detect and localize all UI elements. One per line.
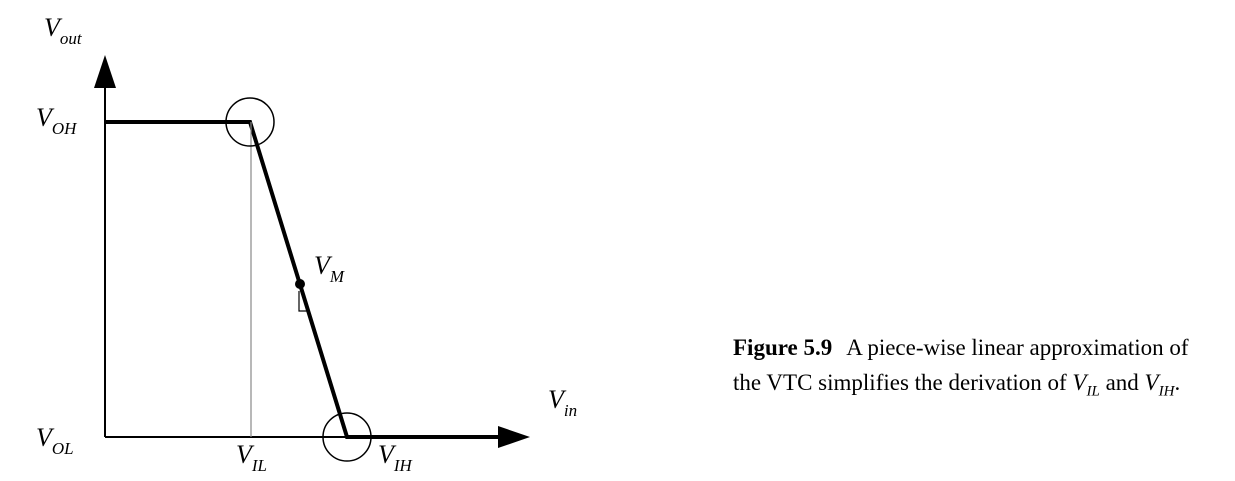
vil-circle <box>225 97 275 147</box>
slope-marker <box>298 291 307 312</box>
y-arrow <box>94 55 116 88</box>
label: Vin <box>548 385 577 420</box>
label-main: V <box>378 440 397 469</box>
label-sub: IH <box>393 456 414 475</box>
label: VIL <box>236 440 267 475</box>
symbol-main: V <box>1072 370 1087 395</box>
label-main: V <box>548 385 567 414</box>
symbol-main: V <box>1144 370 1159 395</box>
label-main: V <box>236 440 255 469</box>
label-sub: in <box>564 401 577 420</box>
caption-text: and <box>1105 370 1139 395</box>
caption-symbol: VIH <box>1144 370 1175 400</box>
label-sub: OH <box>52 119 78 138</box>
label-main: V <box>314 251 333 280</box>
caption-text: . <box>1174 370 1181 395</box>
label-main: V <box>44 13 63 42</box>
vtc-curve <box>105 120 500 439</box>
vm-point <box>295 279 305 289</box>
caption-number: Figure 5.9 <box>733 335 833 360</box>
label-main: V <box>36 423 55 452</box>
symbol-sub: IH <box>1158 383 1175 400</box>
label-sub: IL <box>251 456 267 475</box>
label: Vout <box>44 13 83 48</box>
label-sub: OL <box>52 439 74 458</box>
vih-circle <box>322 412 372 462</box>
label: VOL <box>36 423 74 458</box>
x-arrow <box>498 426 530 448</box>
label: VOH <box>36 103 78 138</box>
caption-text: A piece-wise linear approximation of the… <box>733 335 1189 395</box>
label: VM <box>314 251 345 286</box>
label-sub: out <box>60 29 83 48</box>
caption-symbol: VIL <box>1072 370 1099 400</box>
label-main: V <box>36 103 55 132</box>
label: VIH <box>378 440 414 475</box>
label-sub: M <box>329 267 345 286</box>
symbol-sub: IL <box>1086 383 1100 400</box>
caption: Figure 5.9 A piece-wise linear approximat… <box>733 330 1213 410</box>
